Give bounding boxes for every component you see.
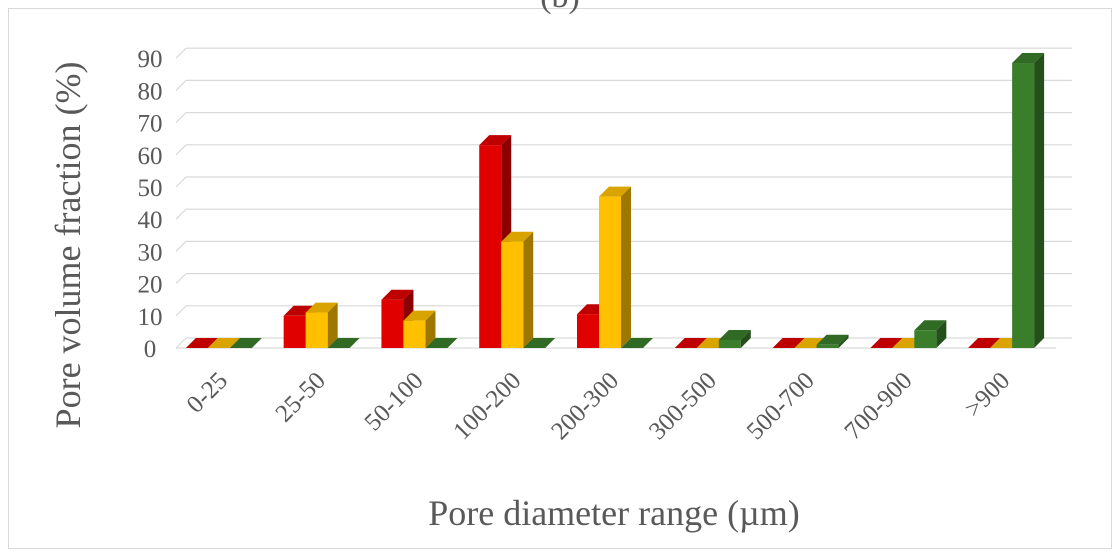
chart-title: (b) [0,0,1120,16]
y-tick-label: 70 [138,111,163,138]
bar-side [621,186,631,348]
bar [1012,53,1045,348]
x-tick-label: 25-50 [271,367,331,427]
bar [968,338,1001,348]
gridline-depth [175,79,187,91]
bar-front [577,314,599,348]
bar-top [185,338,218,348]
bars [185,53,1045,348]
bar-top [968,338,1001,348]
bar [207,338,240,348]
x-axis-title: Pore diameter range (µm) [428,493,800,533]
x-tick-labels: 0-25 25-50 50-100 100-200 200-300 300-500 500-… [182,367,1016,445]
bar-top [381,289,414,300]
bar [914,320,947,348]
bar [621,338,653,348]
bar-top [599,186,631,197]
y-tick-label: 50 [138,175,163,202]
bar-front [403,320,426,348]
bar-side [1034,53,1045,348]
bar [501,231,534,348]
bar-top [621,338,653,348]
x-tick-label: 50-100 [360,367,429,436]
y-tick-label: 60 [138,143,163,170]
bar [599,186,631,348]
bar-front [599,196,621,348]
bar-top [207,338,240,348]
x-tick-label: 700-900 [840,367,918,445]
bar [327,338,360,348]
bar-front [381,299,404,348]
bar-front [914,330,937,348]
bar-top [772,338,805,348]
gridline-depth [175,240,187,252]
gridline-depth [175,112,187,124]
x-tick-label: 0-25 [182,367,233,418]
bar-side [523,231,534,348]
bar [870,338,903,348]
bar-side [327,302,338,348]
bar [523,338,556,348]
bar-top [718,329,751,340]
bar-top [816,334,849,345]
bar [403,310,436,348]
bar-side [936,320,947,348]
y-axis-title: Pore volume fraction (%) [48,62,88,429]
bar [816,334,849,348]
x-tick-label: 300-500 [644,367,722,445]
bar-top [523,338,556,348]
x-tick-label: 100-200 [448,367,526,445]
y-tick-label: 30 [138,239,163,266]
y-tick-label: 20 [138,272,163,299]
gridline-depth [175,305,187,317]
bar [772,338,805,348]
y-tick-label: 0 [144,336,157,363]
gridline-depth [175,176,187,188]
bar [425,338,458,348]
bar [674,338,707,348]
bar-front [1012,63,1035,348]
chart-border [8,8,1112,549]
bar-top [501,231,534,242]
bar-side [425,310,436,348]
bar-front [501,241,524,348]
bar-front [718,339,741,348]
bar-top [914,320,947,331]
y-tick-label: 40 [138,207,163,234]
gridline-depth [175,47,187,59]
x-tick-label: >900 [960,367,1016,423]
bar [718,329,751,348]
bar-top [425,338,458,348]
x-tick-label: 500-700 [742,367,820,445]
bar [305,302,338,348]
bar-top [305,302,338,313]
bar-top [229,338,262,348]
y-tick-label: 90 [138,46,163,73]
bar-top [870,338,903,348]
bar-front [816,344,839,348]
x-tick-label: 200-300 [546,367,624,445]
bar [185,338,218,348]
bar-side [740,329,751,348]
gridline-depth [175,337,187,349]
bar [229,338,262,348]
bar-top [1012,53,1045,64]
gridline-depth [175,208,187,220]
bar-front [479,145,502,348]
bar-top [327,338,360,348]
y-tick-label: 80 [138,78,163,105]
gridline-depth [175,273,187,285]
bar-front [305,312,328,348]
y-tick-labels: 0 10 20 30 40 50 60 70 80 90 [138,46,163,363]
bar-front [283,315,306,348]
bar-top [479,135,512,146]
bar-top [403,310,436,321]
gridline-depth [175,144,187,156]
y-tick-label: 10 [138,304,163,331]
bar-top [674,338,707,348]
bar-side [838,334,849,348]
